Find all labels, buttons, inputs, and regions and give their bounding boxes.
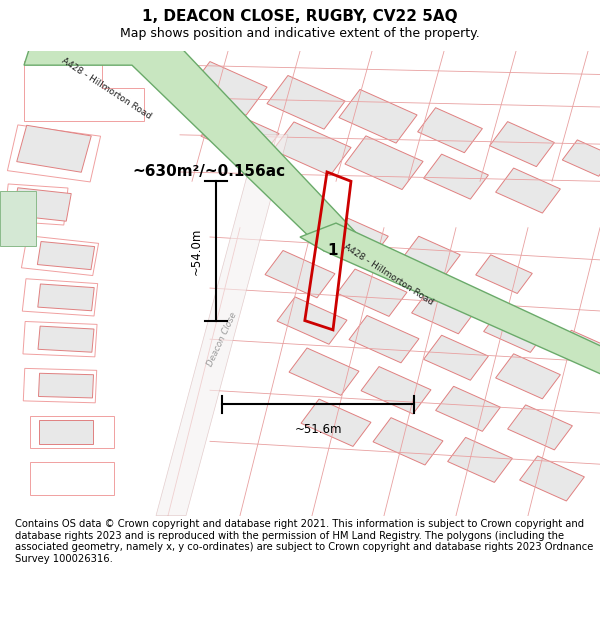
Bar bbox=[484, 308, 548, 352]
Bar bbox=[277, 297, 347, 344]
Text: Contains OS data © Crown copyright and database right 2021. This information is : Contains OS data © Crown copyright and d… bbox=[15, 519, 593, 564]
Bar bbox=[22, 279, 98, 316]
Bar bbox=[448, 438, 512, 483]
Bar bbox=[301, 399, 371, 446]
Text: Map shows position and indicative extent of the property.: Map shows position and indicative extent… bbox=[120, 27, 480, 40]
Bar bbox=[189, 61, 267, 115]
Text: ~51.6m: ~51.6m bbox=[294, 422, 342, 436]
Bar bbox=[490, 122, 554, 167]
Bar bbox=[508, 405, 572, 450]
Text: 1: 1 bbox=[328, 243, 338, 258]
Text: 1, DEACON CLOSE, RUGBY, CV22 5AQ: 1, DEACON CLOSE, RUGBY, CV22 5AQ bbox=[142, 9, 458, 24]
Bar bbox=[496, 354, 560, 399]
Bar bbox=[361, 367, 431, 414]
Bar bbox=[424, 335, 488, 380]
Text: A428 - Hillmorton Road: A428 - Hillmorton Road bbox=[60, 56, 153, 121]
Bar bbox=[404, 236, 460, 275]
Bar bbox=[289, 348, 359, 396]
Bar bbox=[476, 255, 532, 294]
Bar bbox=[556, 330, 600, 367]
Bar bbox=[436, 386, 500, 431]
Polygon shape bbox=[156, 135, 288, 516]
Bar bbox=[520, 456, 584, 501]
Bar bbox=[23, 321, 97, 357]
Bar bbox=[37, 241, 95, 269]
Bar bbox=[38, 284, 94, 311]
Bar bbox=[38, 326, 94, 352]
Text: ~630m²/~0.156ac: ~630m²/~0.156ac bbox=[132, 164, 285, 179]
Bar bbox=[332, 217, 388, 256]
Bar bbox=[38, 373, 94, 398]
Text: Deacon Close: Deacon Close bbox=[206, 311, 238, 368]
Bar bbox=[30, 462, 114, 495]
Bar bbox=[39, 421, 93, 444]
Bar bbox=[412, 289, 476, 334]
Text: A428 - Hillmorton Road: A428 - Hillmorton Road bbox=[342, 242, 435, 306]
Bar bbox=[4, 184, 68, 225]
Bar bbox=[562, 140, 600, 176]
Bar bbox=[22, 236, 98, 276]
Bar bbox=[267, 76, 345, 129]
Bar bbox=[265, 251, 335, 298]
Bar bbox=[7, 125, 101, 182]
Polygon shape bbox=[300, 223, 600, 376]
Text: ~54.0m: ~54.0m bbox=[190, 228, 203, 274]
Bar bbox=[13, 188, 71, 221]
Polygon shape bbox=[0, 191, 36, 246]
Bar bbox=[424, 154, 488, 199]
Bar bbox=[30, 416, 114, 448]
Bar bbox=[373, 418, 443, 465]
Bar bbox=[337, 269, 407, 316]
Bar bbox=[273, 122, 351, 176]
Bar bbox=[418, 107, 482, 152]
Bar bbox=[349, 316, 419, 363]
Bar bbox=[201, 108, 279, 162]
Bar bbox=[339, 89, 417, 143]
Bar bbox=[345, 136, 423, 189]
Bar bbox=[496, 168, 560, 213]
Bar bbox=[17, 125, 91, 172]
Polygon shape bbox=[24, 47, 360, 251]
Bar bbox=[23, 368, 97, 403]
